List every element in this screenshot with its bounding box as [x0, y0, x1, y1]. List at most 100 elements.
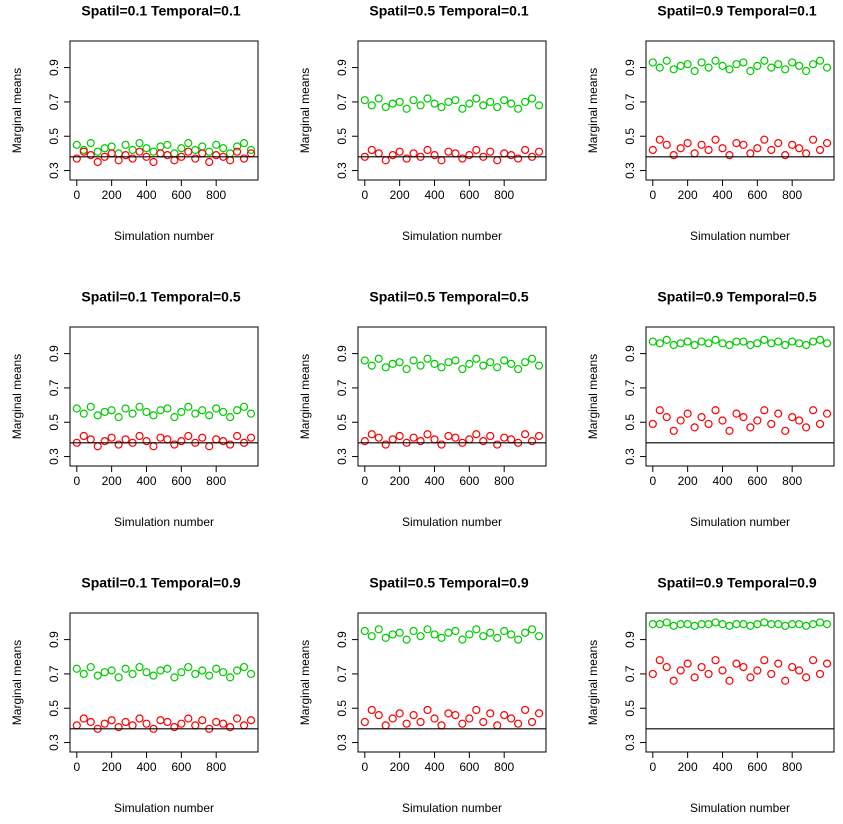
data-point — [246, 716, 256, 725]
data-point — [388, 99, 397, 108]
data-point — [774, 409, 783, 418]
data-point — [381, 156, 390, 165]
data-point — [444, 709, 453, 718]
data-point — [170, 412, 179, 422]
y-tick-label: 0.5 — [335, 128, 349, 145]
data-point — [788, 58, 797, 67]
data-point — [732, 620, 741, 629]
data-point — [711, 618, 720, 627]
data-point — [802, 149, 811, 158]
data-point — [472, 705, 481, 715]
panel-title: Spatil=0.9 Temporal=0.9 — [657, 575, 816, 591]
data-point — [451, 149, 460, 158]
data-point — [100, 407, 109, 417]
panel-title: Spatil=0.5 Temporal=0.9 — [369, 575, 528, 591]
data-point — [430, 99, 439, 108]
data-point — [662, 140, 671, 149]
data-point — [121, 435, 130, 444]
x-tick-label: 400 — [424, 474, 444, 488]
data-point — [226, 673, 235, 682]
y-tick-label: 0.7 — [47, 379, 61, 396]
data-point — [367, 632, 376, 641]
data-point — [114, 673, 123, 682]
data-point — [409, 626, 418, 636]
y-axis-label: Marginal means — [10, 640, 24, 725]
data-point — [781, 676, 790, 685]
data-point — [100, 719, 109, 728]
data-point — [808, 135, 818, 144]
data-point — [100, 668, 109, 677]
data-point — [704, 669, 713, 679]
y-tick-label: 0.5 — [623, 128, 637, 145]
panel-title: Spatil=0.5 Temporal=0.1 — [369, 3, 528, 19]
data-point — [430, 630, 439, 639]
x-axis-label: Simulation number — [402, 229, 502, 243]
data-point — [416, 632, 425, 641]
data-point — [520, 145, 530, 155]
data-point — [395, 431, 404, 441]
data-point — [128, 721, 137, 730]
x-tick-label: 800 — [206, 760, 226, 774]
data-point — [815, 56, 825, 65]
data-point — [760, 135, 769, 144]
data-point — [437, 363, 446, 372]
data-point — [374, 711, 383, 720]
data-point — [802, 423, 811, 432]
x-axis-label: Simulation number — [402, 515, 502, 529]
data-point — [239, 402, 249, 411]
data-point — [774, 139, 783, 148]
data-point — [802, 673, 811, 682]
data-point — [93, 442, 102, 451]
x-tick-label: 0 — [73, 474, 80, 488]
data-point — [520, 430, 530, 439]
data-point — [697, 412, 706, 422]
data-point — [753, 339, 762, 348]
data-point — [79, 431, 88, 441]
data-point — [114, 149, 123, 158]
data-point — [760, 618, 769, 627]
data-point — [767, 419, 776, 429]
data-point — [79, 669, 88, 679]
data-point — [822, 339, 832, 348]
data-point — [381, 721, 390, 730]
x-tick-label: 600 — [171, 188, 191, 202]
data-point — [423, 625, 432, 634]
x-tick-label: 400 — [712, 474, 732, 488]
data-point — [142, 719, 151, 728]
data-point — [822, 620, 832, 629]
data-point — [437, 633, 446, 642]
data-point — [107, 433, 116, 442]
data-point — [690, 66, 699, 76]
data-point — [493, 633, 502, 642]
data-point — [697, 140, 706, 149]
y-tick-label: 0.3 — [623, 448, 637, 465]
data-point — [219, 144, 228, 153]
data-point — [437, 440, 446, 449]
data-point — [86, 662, 95, 672]
data-point — [767, 63, 776, 72]
data-point — [149, 411, 158, 420]
data-point — [86, 139, 95, 148]
data-point — [746, 621, 755, 630]
data-point — [774, 60, 783, 69]
data-point — [388, 151, 397, 160]
data-point — [367, 705, 376, 715]
data-point — [374, 149, 383, 158]
data-point — [815, 335, 825, 344]
data-point — [226, 156, 235, 165]
x-tick-label: 600 — [747, 760, 767, 774]
plot-box — [645, 326, 835, 467]
data-point — [662, 412, 671, 422]
data-point — [725, 426, 734, 435]
data-point — [718, 339, 727, 348]
data-point — [514, 104, 523, 113]
y-tick-label: 0.7 — [335, 93, 349, 110]
y-tick-label: 0.3 — [47, 734, 61, 751]
data-point — [520, 97, 530, 107]
data-point — [662, 618, 671, 627]
data-point — [753, 416, 762, 425]
x-tick-label: 400 — [136, 188, 156, 202]
x-tick-label: 600 — [459, 188, 479, 202]
data-point — [486, 97, 495, 107]
